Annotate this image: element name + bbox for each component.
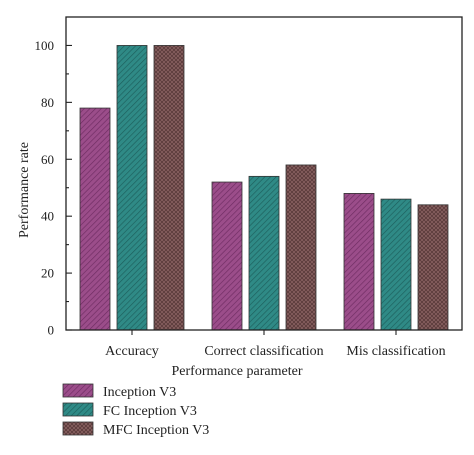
bar-fc-inception-v3-mis-classification [380, 198, 412, 331]
y-tick-label-60: 60 [41, 152, 54, 167]
bar-inception-v3-accuracy [79, 107, 111, 331]
bar-mfc-inception-v3-accuracy [153, 45, 185, 331]
y-tick-label-0: 0 [48, 323, 55, 338]
legend-label-inception-v3: Inception V3 [103, 385, 176, 400]
x-tick-label-accuracy: Accuracy [105, 344, 159, 359]
y-tick-label-40: 40 [41, 209, 54, 224]
plot-frame [65, 16, 463, 331]
legend-label-fc-inception-v3: FC Inception V3 [103, 404, 197, 419]
bar-fc-inception-v3-correct-classification [248, 175, 280, 331]
bar-mfc-inception-v3-correct-classification [285, 164, 317, 331]
bar-mfc-inception-v3-mis-classification [417, 204, 449, 331]
legend-swatch-fc-inception-v3 [62, 402, 94, 417]
legend-label-mfc-inception-v3: MFC Inception V3 [103, 423, 209, 438]
bar-inception-v3-correct-classification [211, 181, 243, 331]
y-axis-label: Performance rate [17, 142, 32, 238]
x-tick-label-mis-classification: Mis classification [346, 344, 445, 359]
y-tick-label-80: 80 [41, 95, 54, 110]
bar-fc-inception-v3-accuracy [116, 45, 148, 331]
legend-swatch-inception-v3 [62, 383, 94, 398]
legend: Inception V3 FC Inception V3 MFC Inception… [62, 383, 209, 438]
x-tick-label-correct-classification: Correct classification [204, 344, 323, 359]
legend-swatch-mfc-inception-v3 [62, 421, 94, 436]
y-tick-label-100: 100 [35, 38, 55, 53]
y-tick-label-20: 20 [41, 266, 54, 281]
x-axis-label: Performance parameter [172, 364, 303, 379]
bar-inception-v3-mis-classification [343, 193, 375, 331]
